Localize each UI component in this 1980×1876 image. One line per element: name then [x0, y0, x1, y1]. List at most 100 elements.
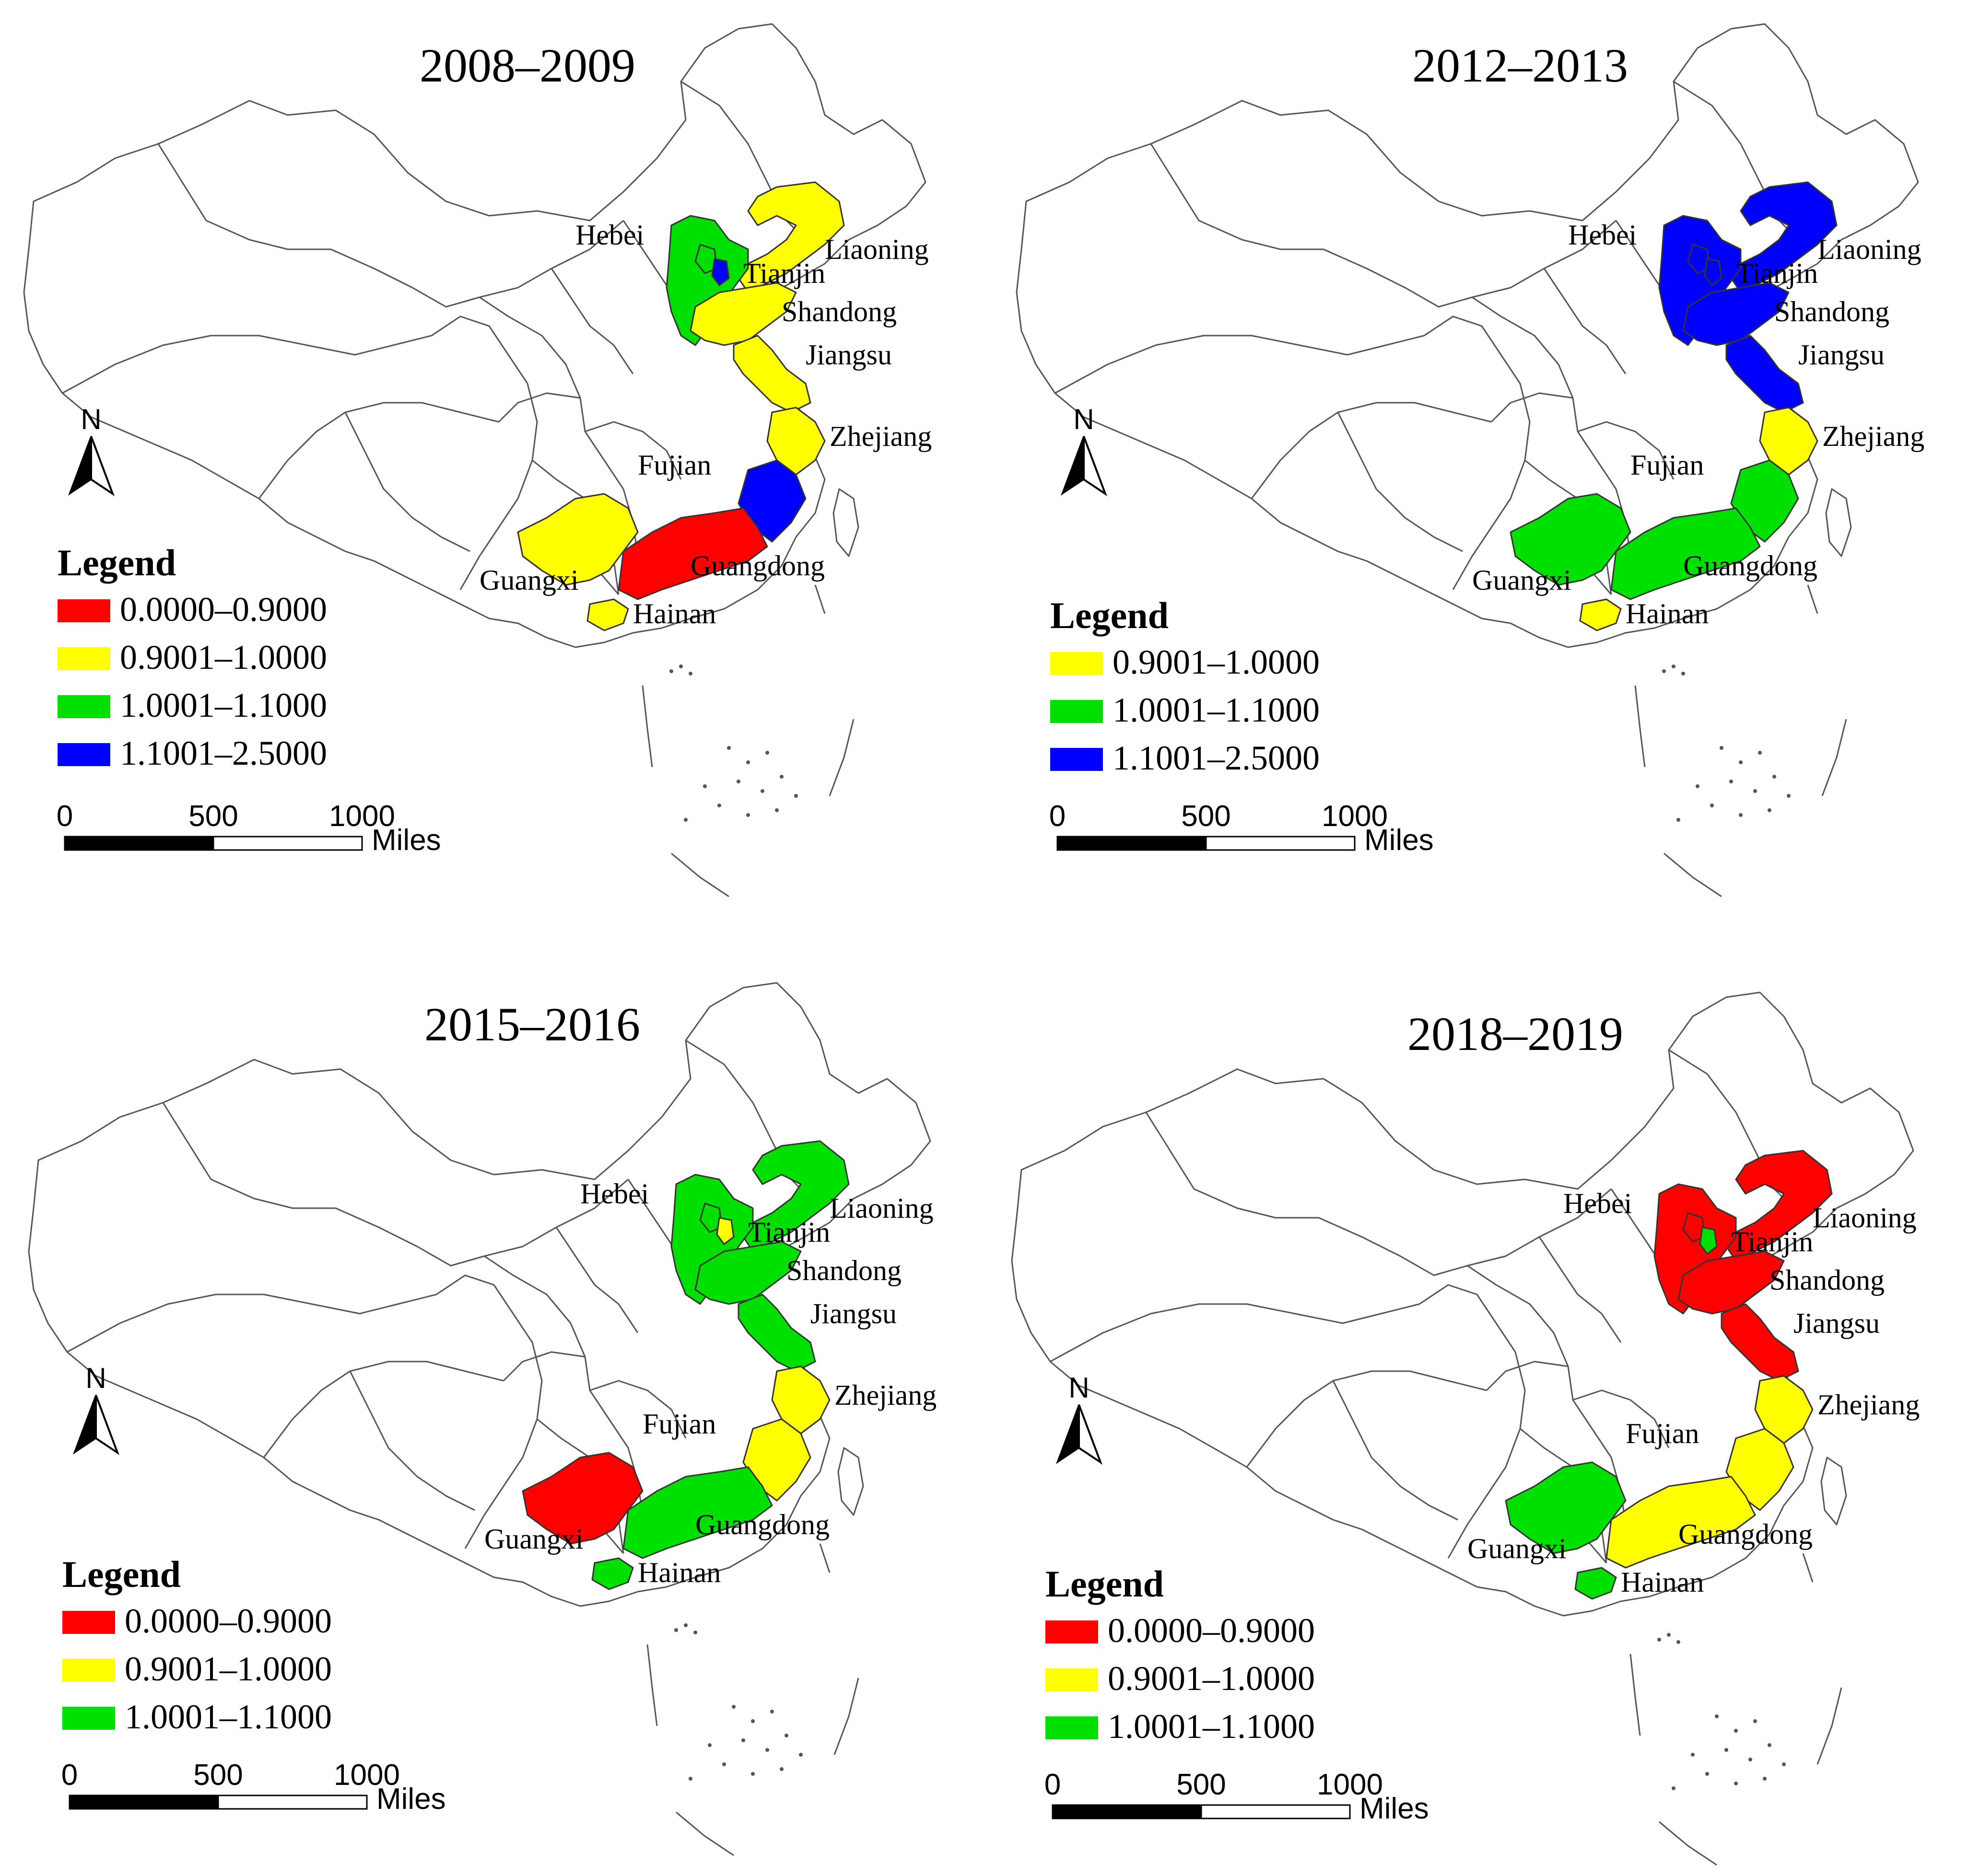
province-shandong	[1682, 282, 1790, 346]
province-jiangsu	[1725, 335, 1804, 413]
province-shandong	[1677, 1250, 1785, 1315]
scale-tick-label: 500	[188, 800, 238, 833]
province-label-zhejiang: Zhejiang	[1817, 1389, 1920, 1421]
province-label-hainan: Hainan	[638, 1557, 721, 1588]
province-label-tianjin: Tianjin	[743, 257, 825, 289]
legend-item-label: 0.9001–1.0000	[125, 1650, 332, 1688]
province-tianjin	[711, 258, 730, 286]
province-label-guangxi: Guangxi	[484, 1523, 584, 1555]
scale-tick-label: 1000	[334, 1759, 400, 1792]
province-label-zhejiang: Zhejiang	[830, 420, 932, 452]
province-zhejiang	[766, 407, 826, 476]
province-zhejiang	[771, 1365, 831, 1434]
province-label-jiangsu: Jiangsu	[810, 1298, 897, 1329]
legend-swatch	[58, 599, 110, 622]
province-tianjin	[1699, 1226, 1718, 1255]
province-guangdong	[618, 507, 768, 600]
legend-item-label: 1.0001–1.1000	[125, 1698, 332, 1736]
legend-item-label: 0.0000–0.9000	[1108, 1611, 1315, 1650]
province-label-guangdong: Guangdong	[1678, 1518, 1813, 1550]
svg-text:N: N	[1068, 1372, 1089, 1404]
north-arrow-icon: N	[1055, 1372, 1103, 1465]
scale-unit-label: Miles	[1359, 1792, 1429, 1825]
province-label-hebei: Hebei	[575, 219, 644, 251]
province-hebei	[1658, 215, 1742, 346]
province-tianjin	[716, 1217, 735, 1245]
legend-item-label: 1.0001–1.1000	[1113, 691, 1320, 729]
north-arrow-icon: N	[72, 1362, 120, 1456]
province-label-liaoning: Liaoning	[825, 233, 929, 265]
province-label-hebei: Hebei	[1568, 219, 1637, 251]
legend-swatch	[58, 743, 110, 766]
svg-text:N: N	[81, 403, 101, 435]
province-label-guangxi: Guangxi	[1467, 1533, 1567, 1564]
province-tianjin	[1704, 258, 1722, 286]
province-label-shandong: Shandong	[786, 1255, 902, 1286]
province-label-hainan: Hainan	[1626, 598, 1709, 629]
province-label-fujian: Fujian	[1630, 449, 1704, 481]
province-label-guangdong: Guangdong	[691, 550, 825, 582]
province-hainan	[1574, 1567, 1617, 1600]
province-label-zhejiang: Zhejiang	[1822, 420, 1924, 452]
province-label-guangdong: Guangdong	[695, 1509, 830, 1540]
north-arrow-icon: N	[1060, 403, 1108, 497]
province-shandong	[694, 1241, 802, 1305]
province-label-guangxi: Guangxi	[480, 564, 579, 596]
province-guangxi	[1505, 1461, 1627, 1554]
svg-text:N: N	[85, 1362, 106, 1394]
province-label-shandong: Shandong	[1769, 1264, 1885, 1296]
legend-item-label: 0.9001–1.0000	[1113, 643, 1320, 681]
province-guangxi	[522, 1452, 644, 1545]
scale-tick-label: 0	[57, 800, 73, 833]
legend-item-label: 0.0000–0.9000	[120, 590, 327, 629]
legend-swatch	[1050, 652, 1103, 675]
province-label-liaoning: Liaoning	[1817, 233, 1921, 265]
scale-tick-label: 1000	[329, 800, 395, 833]
province-jiangsu	[733, 335, 811, 413]
province-label-fujian: Fujian	[638, 449, 711, 481]
province-guangdong	[1605, 1476, 1756, 1569]
legend-title: Legend	[58, 542, 176, 583]
panel-title: 2008–2009	[420, 39, 635, 92]
legend-swatch	[58, 695, 110, 718]
legend-swatch	[1045, 1716, 1098, 1739]
scale-tick-label: 0	[61, 1759, 78, 1792]
province-hainan	[1579, 598, 1622, 631]
province-label-hebei: Hebei	[1563, 1188, 1632, 1219]
legend-item-label: 1.0001–1.1000	[1108, 1707, 1315, 1746]
north-arrow-icon: N	[68, 403, 115, 497]
province-label-hainan: Hainan	[633, 598, 716, 629]
province-label-shandong: Shandong	[1774, 296, 1889, 327]
scale-tick-label: 500	[1181, 800, 1230, 833]
scale-tick-label: 1000	[1322, 800, 1388, 833]
province-guangxi	[517, 493, 639, 586]
province-guangxi	[1510, 493, 1631, 586]
province-label-hebei: Hebei	[580, 1178, 649, 1210]
province-label-guangxi: Guangxi	[1472, 564, 1571, 596]
province-label-guangdong: Guangdong	[1683, 550, 1817, 582]
legend-item-label: 0.0000–0.9000	[125, 1602, 332, 1640]
legend-swatch	[1050, 748, 1103, 771]
scale-tick-label: 500	[193, 1759, 243, 1792]
province-label-tianjin: Tianjin	[1731, 1226, 1813, 1258]
legend: Legend 0.0000–0.9000 0.9001–1.0000 1.0001–1…	[1045, 1563, 1315, 1746]
scale-unit-label: Miles	[372, 824, 441, 857]
legend-swatch	[62, 1659, 115, 1682]
legend-swatch	[1050, 700, 1103, 723]
province-label-jiangsu: Jiangsu	[1793, 1307, 1880, 1339]
province-hainan	[591, 1557, 634, 1590]
legend-item-label: 1.1001–2.5000	[120, 734, 327, 772]
scale-tick-label: 0	[1044, 1768, 1061, 1801]
legend-item-label: 1.0001–1.1000	[120, 686, 327, 724]
panel-title: 2018–2019	[1407, 1007, 1623, 1060]
scale-unit-label: Miles	[376, 1783, 446, 1816]
province-label-tianjin: Tianjin	[1736, 257, 1818, 289]
province-label-jiangsu: Jiangsu	[806, 339, 892, 371]
